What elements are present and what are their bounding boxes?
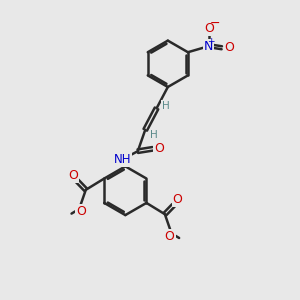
Text: O: O (165, 230, 175, 243)
Text: NH: NH (114, 153, 131, 166)
Text: O: O (68, 169, 78, 182)
Text: O: O (154, 142, 164, 155)
Text: −: − (210, 17, 220, 30)
Text: H: H (162, 101, 170, 111)
Text: O: O (76, 205, 86, 218)
Text: H: H (150, 130, 158, 140)
Text: O: O (173, 194, 183, 206)
Text: +: + (207, 37, 215, 46)
Text: O: O (204, 22, 214, 34)
Text: N: N (204, 40, 213, 53)
Text: O: O (225, 41, 235, 54)
